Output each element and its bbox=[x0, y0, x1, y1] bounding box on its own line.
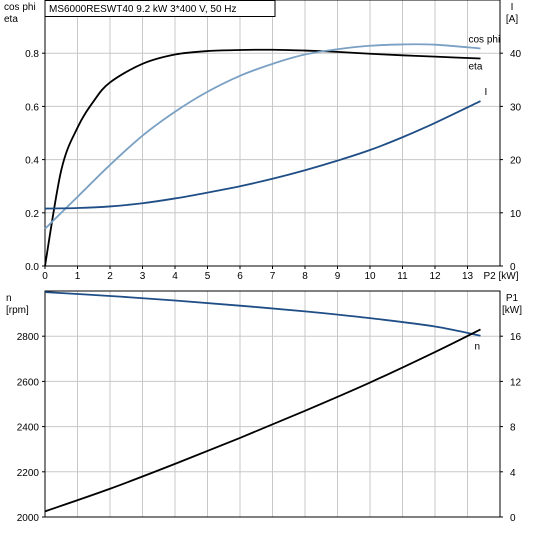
y-right-tick-label: 10 bbox=[510, 209, 522, 220]
y-right-axis-label: [A] bbox=[506, 14, 518, 25]
x-tick-label: 8 bbox=[302, 271, 308, 282]
y-right-tick-label: 40 bbox=[510, 49, 522, 60]
y-right-tick-label: 0 bbox=[510, 513, 516, 524]
y-left-axis-label: cos phi bbox=[4, 2, 36, 13]
y-left-tick-label: 2000 bbox=[17, 513, 40, 524]
y-left-axis-label: [rpm] bbox=[6, 305, 29, 316]
y-left-tick-label: 0.6 bbox=[25, 102, 39, 113]
y-left-tick-label: 0.0 bbox=[25, 262, 39, 273]
x-tick-label: 0 bbox=[42, 271, 48, 282]
x-tick-label: 5 bbox=[205, 271, 211, 282]
series-label-n: n bbox=[475, 342, 481, 353]
x-tick-label: 10 bbox=[364, 271, 376, 282]
x-tick-label: 12 bbox=[429, 271, 441, 282]
y-left-tick-label: 0.8 bbox=[25, 49, 39, 60]
y-right-tick-label: 20 bbox=[510, 156, 522, 167]
x-tick-label: 6 bbox=[237, 271, 243, 282]
y-right-tick-label: 12 bbox=[510, 377, 522, 388]
x-tick-label: 1 bbox=[75, 271, 81, 282]
series-line-p1 bbox=[44, 328, 481, 513]
x-tick-label: 7 bbox=[270, 271, 276, 282]
y-right-tick-label: 0 bbox=[510, 262, 516, 273]
y-right-axis-label: I bbox=[511, 2, 514, 13]
x-axis-label: P2 [kW] bbox=[484, 271, 519, 282]
y-right-axis-label: [kW] bbox=[502, 305, 522, 316]
plot-frame bbox=[44, 290, 501, 518]
chart-title: MS6000RESWT40 9.2 kW 3*400 V, 50 Hz bbox=[49, 4, 237, 15]
y-right-tick-label: 8 bbox=[510, 423, 516, 434]
y-left-tick-label: 2800 bbox=[17, 332, 40, 343]
series-label-cos-phi: cos phi bbox=[469, 34, 501, 45]
y-right-tick-label: 4 bbox=[510, 468, 516, 479]
y-right-tick-label: 16 bbox=[510, 332, 522, 343]
series-line-n bbox=[44, 291, 481, 337]
y-left-axis-label: eta bbox=[4, 14, 18, 25]
series-line-eta bbox=[44, 48, 481, 267]
x-tick-label: 4 bbox=[172, 271, 178, 282]
x-tick-label: 9 bbox=[335, 271, 341, 282]
series-line-I bbox=[44, 100, 481, 210]
y-right-axis-label: P1 bbox=[506, 293, 519, 304]
y-left-tick-label: 2400 bbox=[17, 423, 40, 434]
series-label-I: I bbox=[485, 87, 488, 98]
title-box bbox=[44, 0, 276, 17]
x-tick-label: 3 bbox=[140, 271, 146, 282]
y-left-tick-label: 2200 bbox=[17, 468, 40, 479]
y-left-tick-label: 0.4 bbox=[25, 156, 39, 167]
series-line-cos-phi bbox=[44, 43, 481, 230]
y-left-tick-label: 0.2 bbox=[25, 209, 39, 220]
y-right-tick-label: 30 bbox=[510, 102, 522, 113]
x-tick-label: 2 bbox=[107, 271, 113, 282]
series-label-eta: eta bbox=[469, 62, 483, 73]
y-left-axis-label: n bbox=[6, 293, 12, 304]
x-tick-label: 11 bbox=[397, 271, 408, 282]
x-tick-label: 13 bbox=[462, 271, 474, 282]
y-left-tick-label: 2600 bbox=[17, 377, 40, 388]
